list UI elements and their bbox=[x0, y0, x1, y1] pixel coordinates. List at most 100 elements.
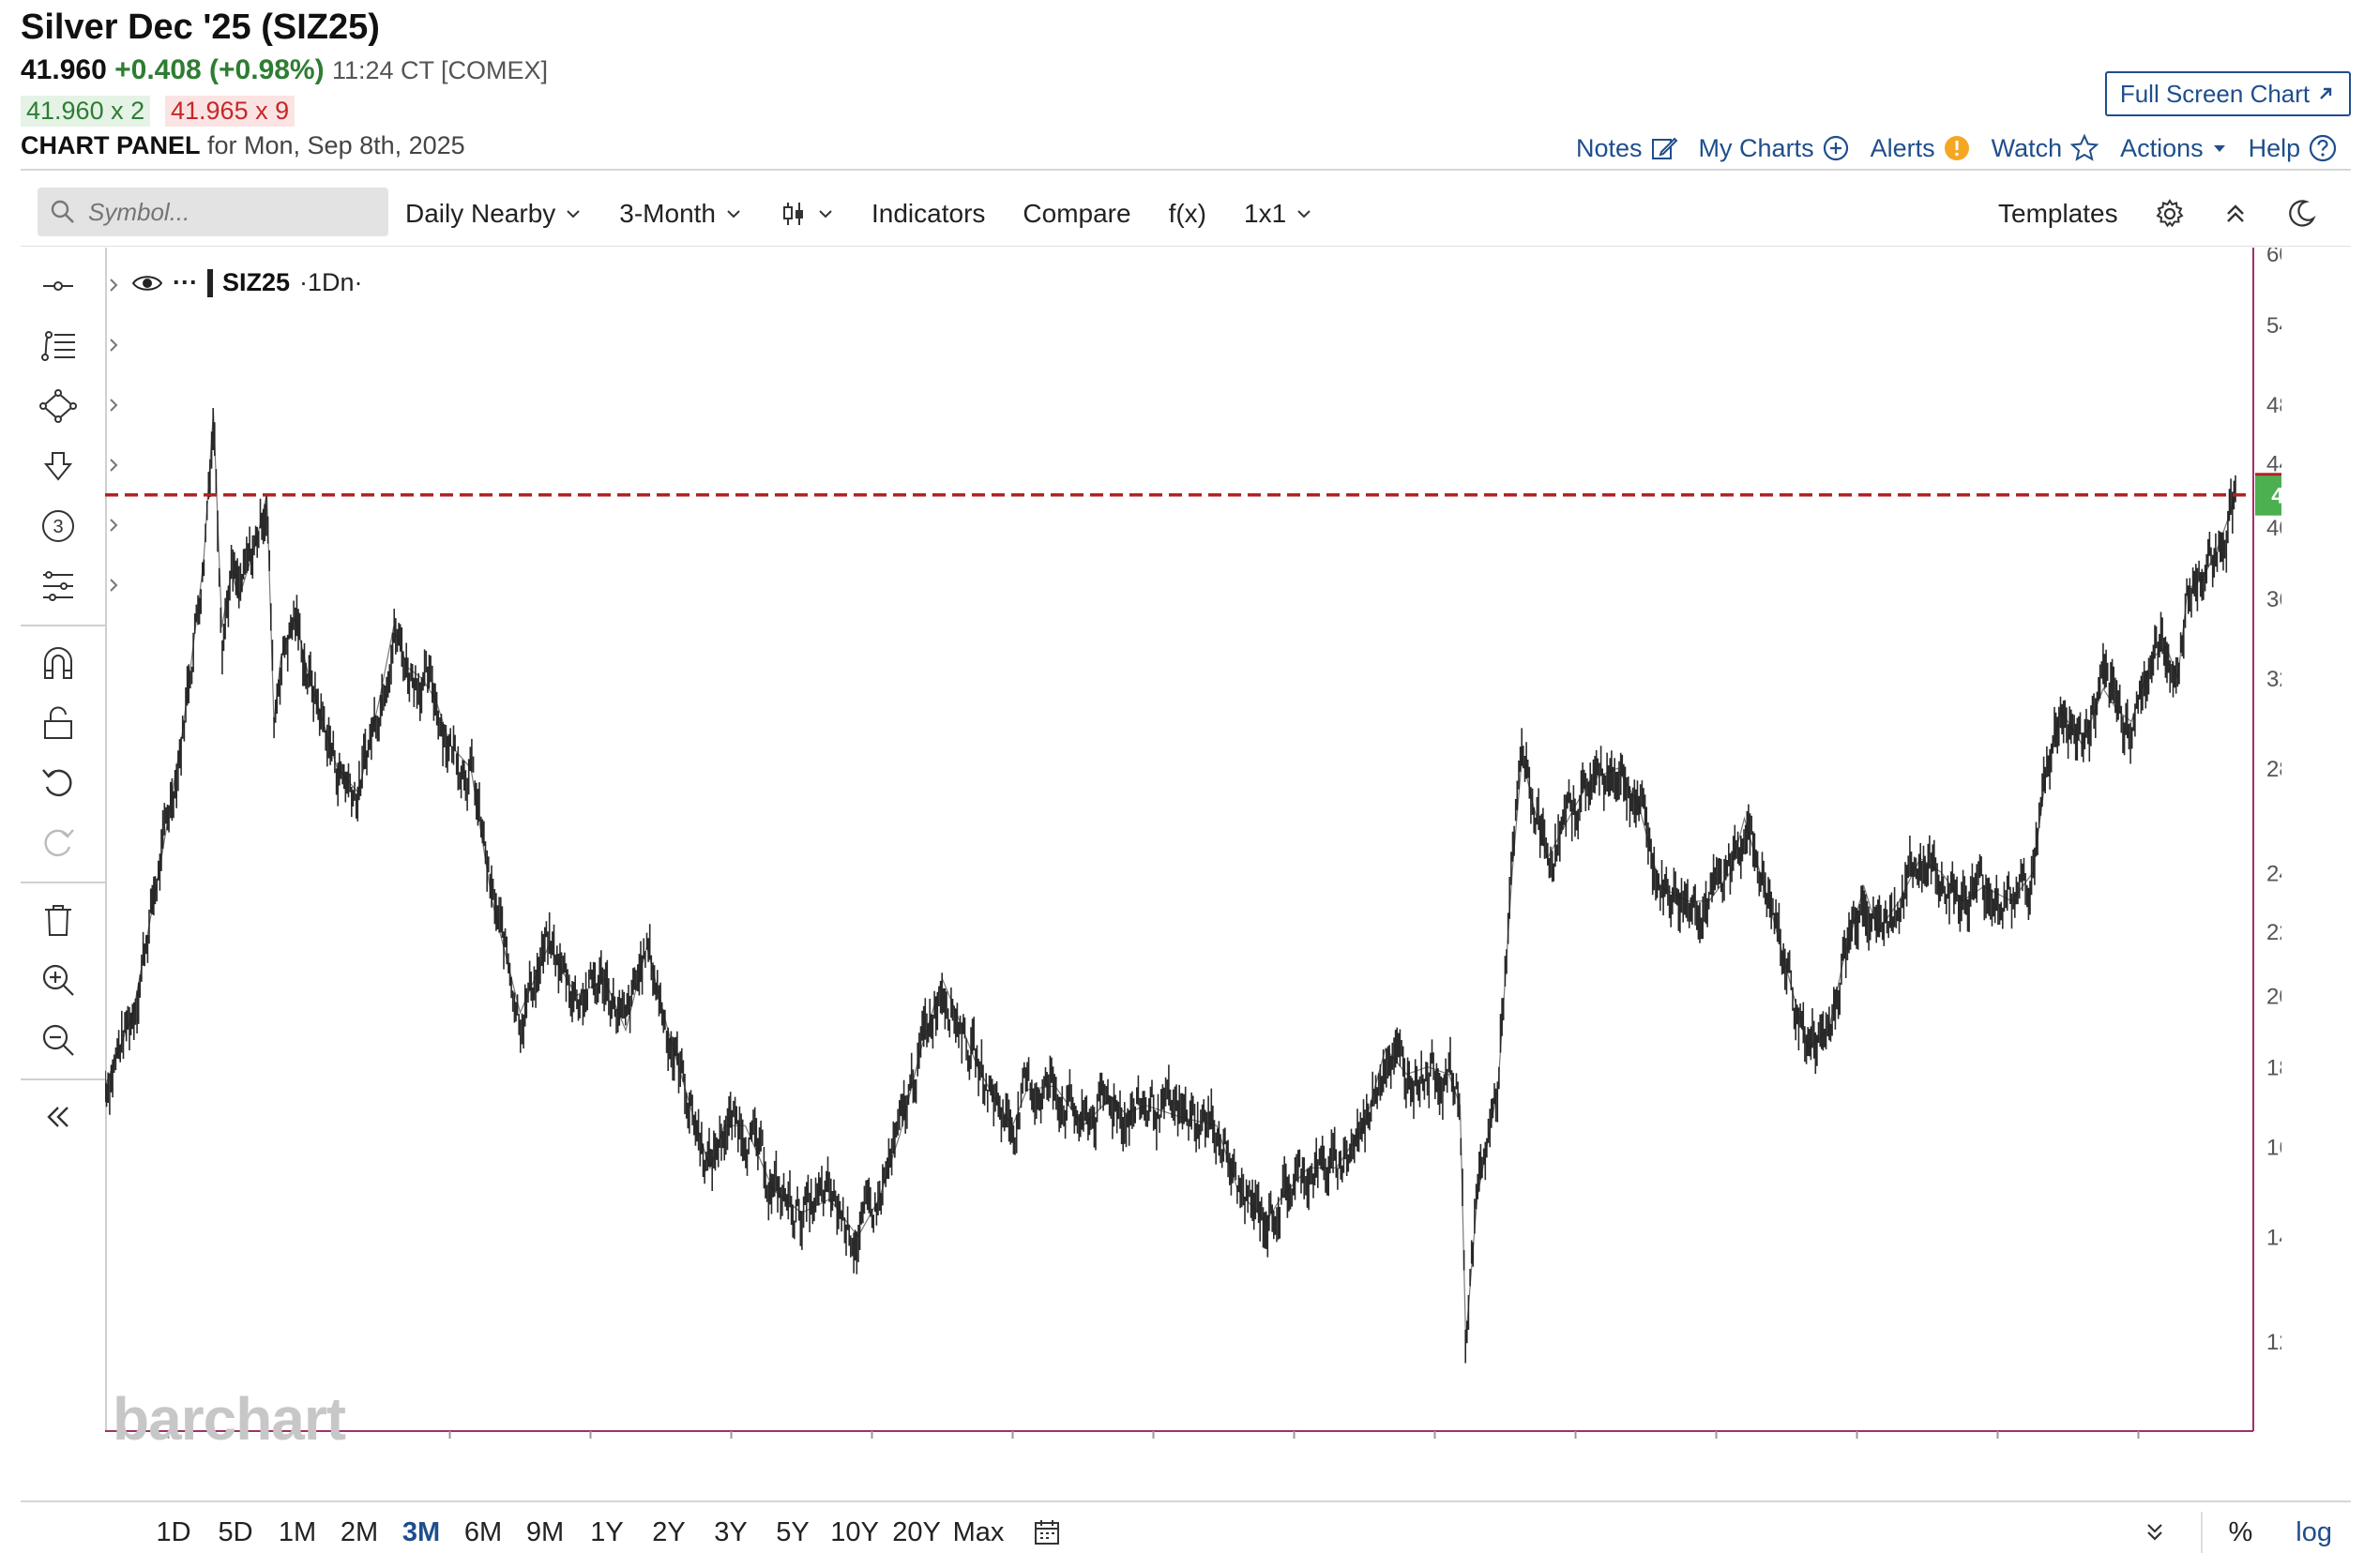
range-button-2m[interactable]: 2M bbox=[340, 1516, 379, 1547]
range-button-max[interactable]: Max bbox=[952, 1516, 1005, 1547]
chart-toolbar-right: Templates bbox=[1998, 191, 2317, 236]
function-button[interactable]: f(x) bbox=[1169, 199, 1206, 229]
caret-down-icon bbox=[2213, 145, 2225, 152]
last-price-label: 41.960 bbox=[2271, 484, 2281, 509]
double-chevron-left-icon bbox=[47, 1107, 68, 1127]
log-toggle[interactable]: log bbox=[2296, 1516, 2332, 1547]
fibonacci-tool[interactable] bbox=[39, 323, 118, 369]
aggregation-label: Daily Nearby bbox=[405, 199, 556, 228]
aggregation-dropdown[interactable]: Daily Nearby bbox=[405, 199, 582, 229]
chevron-right-icon bbox=[110, 459, 118, 472]
range-button-2y[interactable]: 2Y bbox=[652, 1516, 686, 1547]
chart-toolbar: Daily Nearby 3-Month Indicators Compare … bbox=[405, 191, 1312, 236]
x-tick-label: 2015 bbox=[705, 1444, 759, 1448]
compare-button[interactable]: Compare bbox=[1023, 199, 1130, 229]
x-tick-label: 2020 bbox=[1408, 1444, 1462, 1448]
delete-button[interactable] bbox=[39, 897, 96, 943]
help-label: Help bbox=[2248, 133, 2301, 162]
range-button-3y[interactable]: 3Y bbox=[714, 1516, 748, 1547]
my-charts-link[interactable]: My Charts bbox=[1699, 134, 1850, 163]
templates-label: Templates bbox=[1998, 199, 2118, 228]
actions-label: Actions bbox=[2120, 133, 2204, 162]
range-button-6m[interactable]: 6M bbox=[463, 1516, 503, 1547]
period-dropdown[interactable]: 3-Month bbox=[619, 199, 742, 229]
shapes-tool[interactable] bbox=[39, 383, 118, 430]
notes-label: Notes bbox=[1576, 133, 1643, 162]
eye-icon[interactable] bbox=[131, 272, 163, 294]
expand-arrow-icon bbox=[2320, 87, 2332, 99]
function-label: f(x) bbox=[1168, 199, 1207, 228]
x-tick-label: 2017 bbox=[986, 1444, 1040, 1448]
zoom-out-button[interactable] bbox=[39, 1017, 96, 1063]
alerts-link[interactable]: Alerts bbox=[1871, 134, 1971, 163]
y-tick-label: 44.000 bbox=[2266, 451, 2281, 476]
watch-link[interactable]: Watch bbox=[1992, 133, 2100, 163]
ask-badge: 41.965 x 9 bbox=[165, 96, 296, 127]
gear-icon[interactable] bbox=[2154, 198, 2186, 230]
chart-type-dropdown[interactable] bbox=[780, 200, 834, 228]
y-tick-label: 48.000 bbox=[2266, 393, 2281, 418]
undo-icon bbox=[42, 769, 72, 797]
range-button-9m[interactable]: 9M bbox=[525, 1516, 565, 1547]
measure-tool[interactable] bbox=[39, 563, 118, 610]
range-button-1m[interactable]: 1M bbox=[278, 1516, 317, 1547]
arrow-down-icon bbox=[43, 452, 73, 481]
x-tick-label: 2021 bbox=[1549, 1444, 1603, 1448]
range-button-5d[interactable]: 5D bbox=[218, 1516, 253, 1547]
layout-label: 1x1 bbox=[1244, 199, 1287, 228]
legend-interval: ·1Dn· bbox=[299, 268, 363, 296]
collapse-up-icon[interactable] bbox=[2221, 200, 2250, 228]
numbered-circle-icon: 3 bbox=[42, 510, 74, 542]
symbol-input[interactable] bbox=[86, 196, 371, 228]
tools-divider bbox=[21, 625, 105, 626]
layout-dropdown[interactable]: 1x1 bbox=[1244, 199, 1312, 229]
magnet-tool[interactable] bbox=[39, 640, 96, 686]
annotation-tool[interactable]: 3 bbox=[39, 503, 118, 550]
range-buttons: 1D 5D 1M 2M 3M 6M 9M 1Y 2Y 3Y 5Y 10Y 20Y Max bbox=[21, 1517, 1009, 1548]
candlestick-icon bbox=[783, 203, 803, 225]
line-tool[interactable] bbox=[39, 263, 118, 309]
indicators-button[interactable]: Indicators bbox=[871, 199, 985, 229]
range-button-1d[interactable]: 1D bbox=[156, 1516, 191, 1547]
lock-tool[interactable] bbox=[39, 700, 96, 746]
drawing-tools: 3 bbox=[21, 255, 118, 1155]
price-chart[interactable]: 60.000 54.000 48.000 44.000 40.000 36.000 32.0… bbox=[105, 248, 2281, 1448]
range-button-10y[interactable]: 10Y bbox=[830, 1516, 879, 1547]
templates-button[interactable]: Templates bbox=[1998, 199, 2118, 229]
price-series-bars bbox=[105, 408, 2236, 1364]
range-button-5y[interactable]: 5Y bbox=[776, 1516, 810, 1547]
x-tick-label: 2016 bbox=[845, 1444, 900, 1448]
watch-label: Watch bbox=[1991, 133, 2063, 162]
quote-time: 11:24 CT [COMEX] bbox=[331, 56, 549, 84]
x-tick-label: 2012 bbox=[282, 1444, 337, 1448]
range-button-20y[interactable]: 20Y bbox=[892, 1516, 941, 1547]
undo-button[interactable] bbox=[39, 760, 96, 807]
range-button-3m[interactable]: 3M bbox=[402, 1516, 441, 1547]
double-chevron-down-icon[interactable] bbox=[2143, 1520, 2167, 1545]
full-screen-chart-button[interactable]: Full Screen Chart bbox=[2105, 71, 2351, 116]
zoom-in-button[interactable] bbox=[39, 957, 96, 1003]
tools-divider bbox=[21, 882, 105, 883]
arrow-tool[interactable] bbox=[39, 443, 118, 490]
more-options-icon[interactable]: ··· bbox=[173, 268, 198, 296]
calendar-icon[interactable] bbox=[1032, 1517, 1062, 1547]
moon-icon[interactable] bbox=[2285, 198, 2317, 230]
notes-link[interactable]: Notes bbox=[1576, 134, 1678, 163]
redo-button[interactable] bbox=[39, 820, 96, 867]
x-tick-label: 2022 bbox=[1690, 1444, 1744, 1448]
collapse-tools-button[interactable] bbox=[39, 1093, 96, 1140]
chevron-down-icon bbox=[819, 210, 832, 219]
chart-legend: ··· SIZ25 ·1Dn· bbox=[131, 268, 363, 297]
divider bbox=[2200, 1512, 2203, 1553]
quote-line: 41.960 +0.408 (+0.98%) 11:24 CT [COMEX] bbox=[21, 54, 548, 86]
chevron-right-icon bbox=[110, 579, 118, 592]
help-link[interactable]: Help bbox=[2249, 133, 2339, 163]
chevron-right-icon bbox=[110, 399, 118, 412]
percent-toggle[interactable]: % bbox=[2228, 1516, 2253, 1547]
alert-badge-icon bbox=[1944, 136, 1969, 160]
actions-menu[interactable]: Actions bbox=[2120, 134, 2228, 163]
price-change: +0.408 (+0.98%) bbox=[114, 54, 325, 85]
redo-icon bbox=[44, 829, 74, 857]
range-button-1y[interactable]: 1Y bbox=[590, 1516, 624, 1547]
symbol-search[interactable] bbox=[38, 188, 388, 236]
